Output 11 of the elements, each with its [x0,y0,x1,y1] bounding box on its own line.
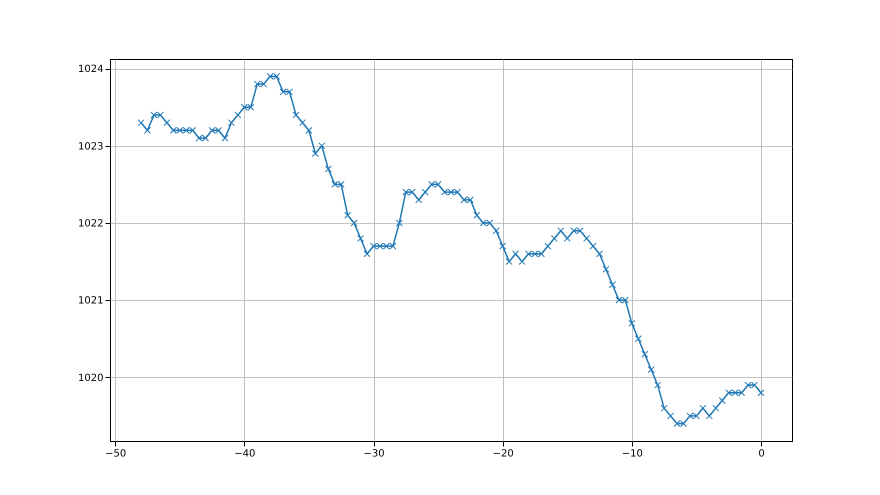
y-tick-label: 1022 [78,218,104,230]
x-tick-label: −10 [622,448,643,460]
x-tick-label: 0 [758,448,765,460]
y-tick-label: 1024 [78,64,104,76]
x-tick-label: −30 [363,448,385,460]
y-tick-label: 1021 [78,296,104,307]
x-tick-label: −40 [234,448,256,460]
y-tick-label: 1020 [78,372,104,384]
x-tick-label: −50 [105,448,126,460]
y-tick-label: 1023 [78,141,104,152]
x-tick-label: −20 [492,448,514,460]
